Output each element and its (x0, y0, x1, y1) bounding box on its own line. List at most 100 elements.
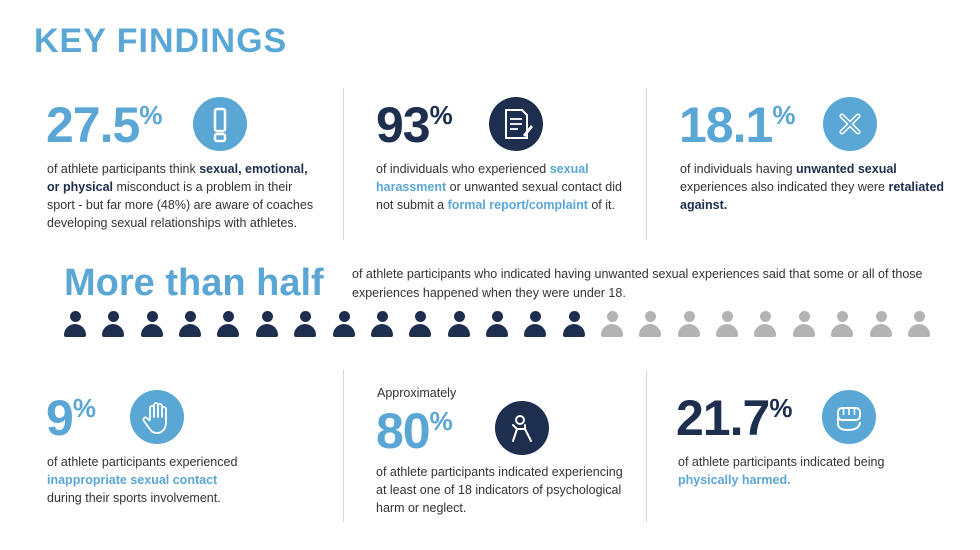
person-body (370, 324, 393, 337)
stat-percentage: 9% (46, 390, 96, 451)
x-icon (823, 97, 877, 151)
text: of individuals having (680, 162, 797, 176)
text: during their sports involvement. (47, 491, 221, 505)
person-head (760, 311, 772, 322)
stat-description: of individuals having unwanted sexual ex… (680, 160, 960, 214)
text: experiences also indicated they were (680, 180, 889, 194)
person-body (179, 324, 202, 337)
person-icon-empty (752, 309, 778, 339)
people-pictogram (62, 309, 932, 341)
stat-percentage: 27.5% (46, 97, 162, 158)
text: of athlete participants experienced (47, 455, 238, 469)
stat-description: of individuals who experienced sexual ha… (376, 160, 626, 214)
person-head (223, 311, 235, 322)
bold-text: retaliated against. (680, 180, 945, 212)
person-icon-empty (676, 309, 702, 339)
divider (646, 370, 647, 522)
person-icon-filled (561, 309, 587, 339)
divider (343, 88, 344, 240)
person-body (332, 324, 355, 337)
sitting-person-icon (495, 401, 549, 455)
person-icon-filled (522, 309, 548, 339)
person-head (300, 311, 312, 322)
person-icon-filled (369, 309, 395, 339)
person-head (491, 311, 503, 322)
person-body (562, 324, 585, 337)
text: of individuals who experienced (376, 162, 550, 176)
text: of athlete participants indicated experi… (376, 465, 623, 515)
person-icon-filled (407, 309, 433, 339)
person-head (568, 311, 580, 322)
person-head (530, 311, 542, 322)
divider (646, 88, 647, 240)
highlight-text: formal report/complaint (447, 198, 588, 212)
person-body (792, 324, 815, 337)
person-body (907, 324, 930, 337)
text: misconduct is a problem in their sport -… (47, 180, 314, 230)
more-than-half-headline: More than half (64, 262, 324, 304)
person-body (409, 324, 432, 337)
highlight-text: inappropriate sexual contact (47, 473, 218, 487)
person-body (294, 324, 317, 337)
divider (343, 370, 344, 522)
person-body (869, 324, 892, 337)
person-body (485, 324, 508, 337)
person-head (376, 311, 388, 322)
person-icon-filled (215, 309, 241, 339)
person-icon-filled (292, 309, 318, 339)
person-icon-filled (177, 309, 203, 339)
fist-icon (822, 390, 876, 444)
stat-percentage: 18.1% (679, 97, 795, 158)
person-icon-filled (139, 309, 165, 339)
highlight-text: sexual harassment (376, 162, 589, 194)
person-body (64, 324, 86, 337)
text: of athlete participants think (47, 162, 200, 176)
person-head (683, 311, 695, 322)
person-head (146, 311, 158, 322)
person-head (415, 311, 427, 322)
person-body (524, 324, 547, 337)
person-icon-filled (484, 309, 510, 339)
person-body (639, 324, 662, 337)
person-icon-empty (714, 309, 740, 339)
stat-value: 18.1 (679, 97, 773, 153)
person-icon-filled (254, 309, 280, 339)
person-icon-empty (906, 309, 932, 339)
person-body (140, 324, 163, 337)
person-body (601, 324, 624, 337)
person-head (837, 311, 849, 322)
person-body (831, 324, 854, 337)
stat-value: 27.5 (46, 97, 140, 153)
text: of it. (587, 198, 615, 212)
percent-sign: % (769, 393, 792, 423)
stat-description: of athlete participants experienced inap… (47, 453, 322, 507)
person-head (261, 311, 273, 322)
person-head (798, 311, 810, 322)
percent-sign: % (429, 100, 453, 130)
person-head (875, 311, 887, 322)
document-icon (489, 97, 543, 151)
stat-description: of athlete participants think sexual, em… (47, 160, 322, 232)
person-icon-empty (791, 309, 817, 339)
person-body (255, 324, 278, 337)
exclamation-icon (193, 97, 247, 151)
person-body (447, 324, 470, 337)
text: or unwanted sexual contact did not submi… (376, 180, 622, 212)
stat-description: of athlete participants indicated being … (678, 453, 938, 489)
text: of athlete participants indicated being (678, 455, 885, 469)
approximately-label: Approximately (377, 386, 457, 400)
person-head (645, 311, 657, 322)
person-icon-filled (331, 309, 357, 339)
bold-text: sexual, emotional, or physical (47, 162, 308, 194)
person-body (102, 324, 125, 337)
person-head (913, 311, 925, 322)
person-head (185, 311, 197, 322)
more-than-half-description: of athlete participants who indicated ha… (352, 267, 923, 300)
stat-value: 9 (46, 390, 74, 446)
hand-icon (130, 390, 184, 444)
person-icon-filled (62, 309, 88, 339)
person-head (70, 311, 81, 322)
person-icon-empty (637, 309, 663, 339)
percent-sign: % (139, 100, 162, 130)
page-title: KEY FINDINGS (34, 22, 288, 60)
